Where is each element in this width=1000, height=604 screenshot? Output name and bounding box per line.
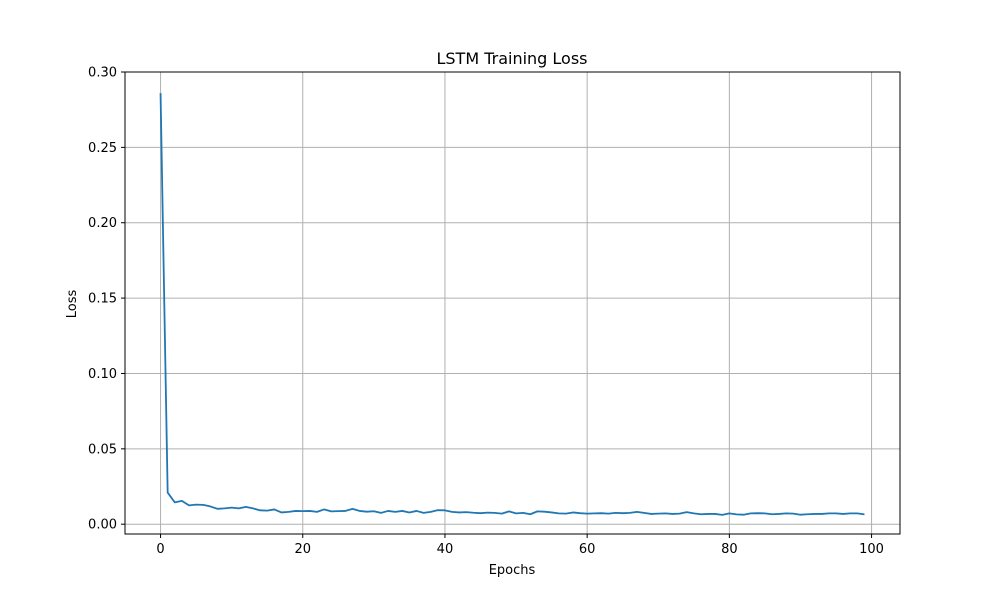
y-tick-label: 0.25	[88, 141, 117, 156]
plot-frame	[124, 71, 901, 535]
loss-series-line	[159, 93, 865, 516]
x-tick-label: 0	[156, 542, 164, 557]
y-tick-label: 0.05	[88, 442, 117, 457]
grid-layer	[125, 71, 900, 534]
x-tick-label: 60	[579, 542, 596, 557]
x-tick-label: 40	[437, 542, 454, 557]
x-tick-label: 100	[859, 542, 884, 557]
chart-title: LSTM Training Loss	[436, 49, 587, 68]
y-tick-label: 0.20	[88, 216, 117, 231]
x-axis-label: Epochs	[489, 563, 536, 578]
y-tick-label: 0.00	[88, 518, 117, 533]
line-layer	[159, 93, 865, 516]
tick-layer: 0 20 40 60 80 100 0.00 0.05 0.10 0.15 0.20 0.25 0.30	[88, 66, 884, 558]
x-tick-label: 20	[294, 542, 311, 557]
y-axis-label: Loss	[65, 290, 80, 319]
y-tick-label: 0.15	[88, 292, 117, 307]
y-tick-label: 0.10	[88, 367, 117, 382]
x-tick-label: 80	[721, 542, 738, 557]
y-tick-label: 0.30	[88, 66, 117, 81]
